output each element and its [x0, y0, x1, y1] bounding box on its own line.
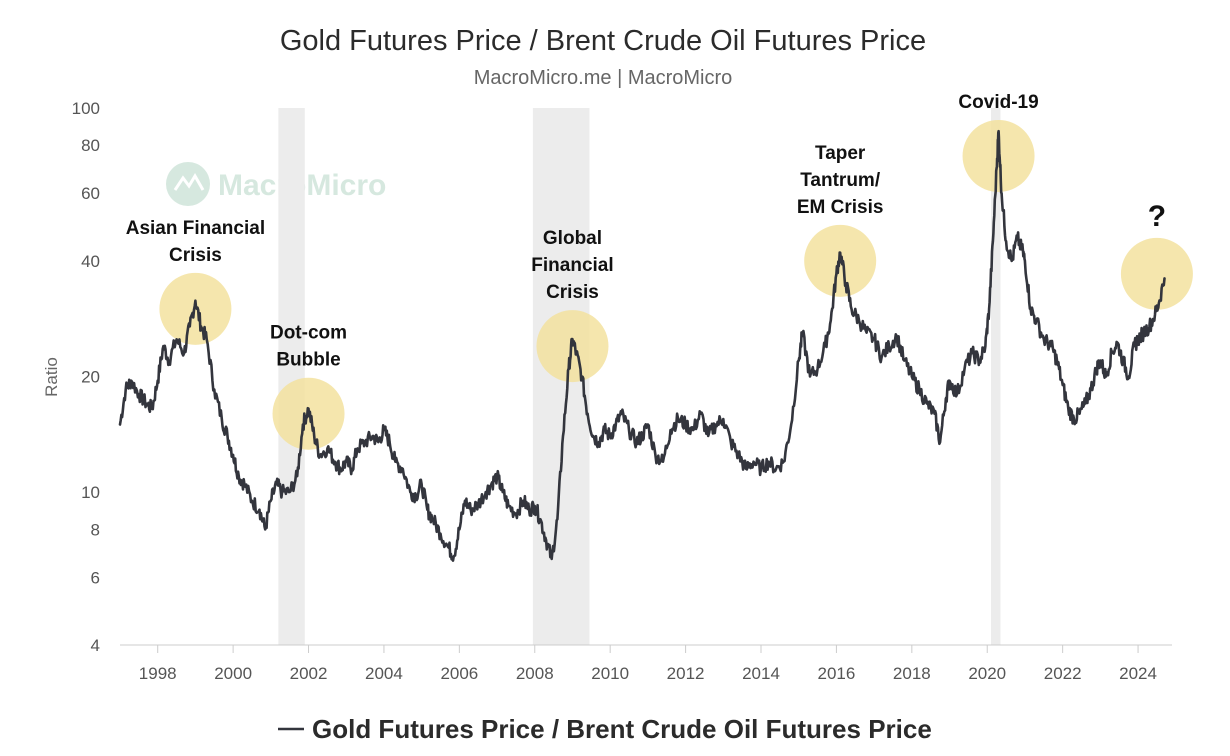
axes: 1998 2000 2002 2004 2006 2008 2010 2012 2014 2016…	[72, 99, 1172, 683]
annotation-2-line-1: Financial	[531, 255, 613, 276]
annotation-4: Covid-19	[958, 92, 1038, 113]
annotation-1-line-0: Dot-com	[270, 323, 347, 344]
x-tick-label-11: 2020	[968, 664, 1006, 683]
macromicro-logo-icon	[166, 162, 210, 206]
chart-title: Gold Futures Price / Brent Crude Oil Fut…	[280, 25, 926, 57]
chart-subtitle: MacroMicro.me | MacroMicro	[474, 67, 733, 89]
y-tick-label-5: 40	[81, 252, 100, 271]
annotation-0: Asian Financial Crisis	[126, 218, 265, 266]
x-tick-label-13: 2024	[1119, 664, 1157, 683]
x-tick-label-5: 2008	[516, 664, 554, 683]
annotation-1-line-1: Bubble	[276, 350, 340, 371]
annotation-5-line-0: ?	[1148, 200, 1166, 233]
y-tick-label-7: 80	[81, 136, 100, 155]
x-tick-label-1: 2000	[214, 664, 252, 683]
annotation-2-line-0: Global	[543, 228, 602, 249]
annotation-0-line-1: Crisis	[169, 245, 222, 266]
y-tick-label-8: 100	[72, 99, 100, 118]
y-axis-label: Ratio	[42, 357, 61, 397]
annotation-3-line-2: EM Crisis	[797, 197, 884, 218]
x-tick-label-0: 1998	[139, 664, 177, 683]
annotation-1: Dot-com Bubble	[270, 323, 347, 371]
y-tick-label-0: 4	[91, 636, 100, 655]
annotation-3: Taper Tantrum/EM Crisis	[797, 143, 884, 218]
y-tick-label-2: 8	[91, 520, 100, 539]
x-tick-label-8: 2014	[742, 664, 780, 683]
x-tick-label-4: 2006	[440, 664, 478, 683]
y-tick-label-6: 60	[81, 184, 100, 203]
x-tick-label-3: 2004	[365, 664, 403, 683]
recession-bands	[278, 108, 1001, 645]
y-tick-label-1: 6	[91, 568, 100, 587]
highlight-circle-5	[1120, 237, 1193, 310]
x-tick-label-9: 2016	[818, 664, 856, 683]
annotation-2: Global Financial Crisis	[531, 228, 613, 303]
annotation-3-line-0: Taper	[815, 143, 866, 164]
recession-band-2	[991, 108, 1001, 645]
ratio-series-line	[118, 129, 1166, 562]
y-tick-label-3: 10	[81, 483, 100, 502]
x-tick-label-6: 2010	[591, 664, 629, 683]
annotation-4-line-0: Covid-19	[958, 92, 1038, 113]
x-tick-label-10: 2018	[893, 664, 931, 683]
annotation-3-line-1: Tantrum/	[800, 170, 881, 191]
x-tick-label-12: 2022	[1044, 664, 1082, 683]
recession-band-0	[278, 108, 305, 645]
annotation-0-line-0: Asian Financial	[126, 218, 265, 239]
x-tick-label-7: 2012	[667, 664, 705, 683]
annotation-2-line-2: Crisis	[546, 282, 599, 303]
annotation-5: ?	[1148, 200, 1166, 233]
legend-entry: Gold Futures Price / Brent Crude Oil Fut…	[312, 714, 932, 744]
x-tick-label-2: 2002	[290, 664, 328, 683]
legend: Gold Futures Price / Brent Crude Oil Fut…	[278, 714, 932, 744]
watermark: MacroMicro	[166, 162, 386, 206]
y-tick-label-4: 20	[81, 368, 100, 387]
event-annotations: Asian Financial Crisis Dot-com Bubble Global…	[126, 92, 1166, 371]
